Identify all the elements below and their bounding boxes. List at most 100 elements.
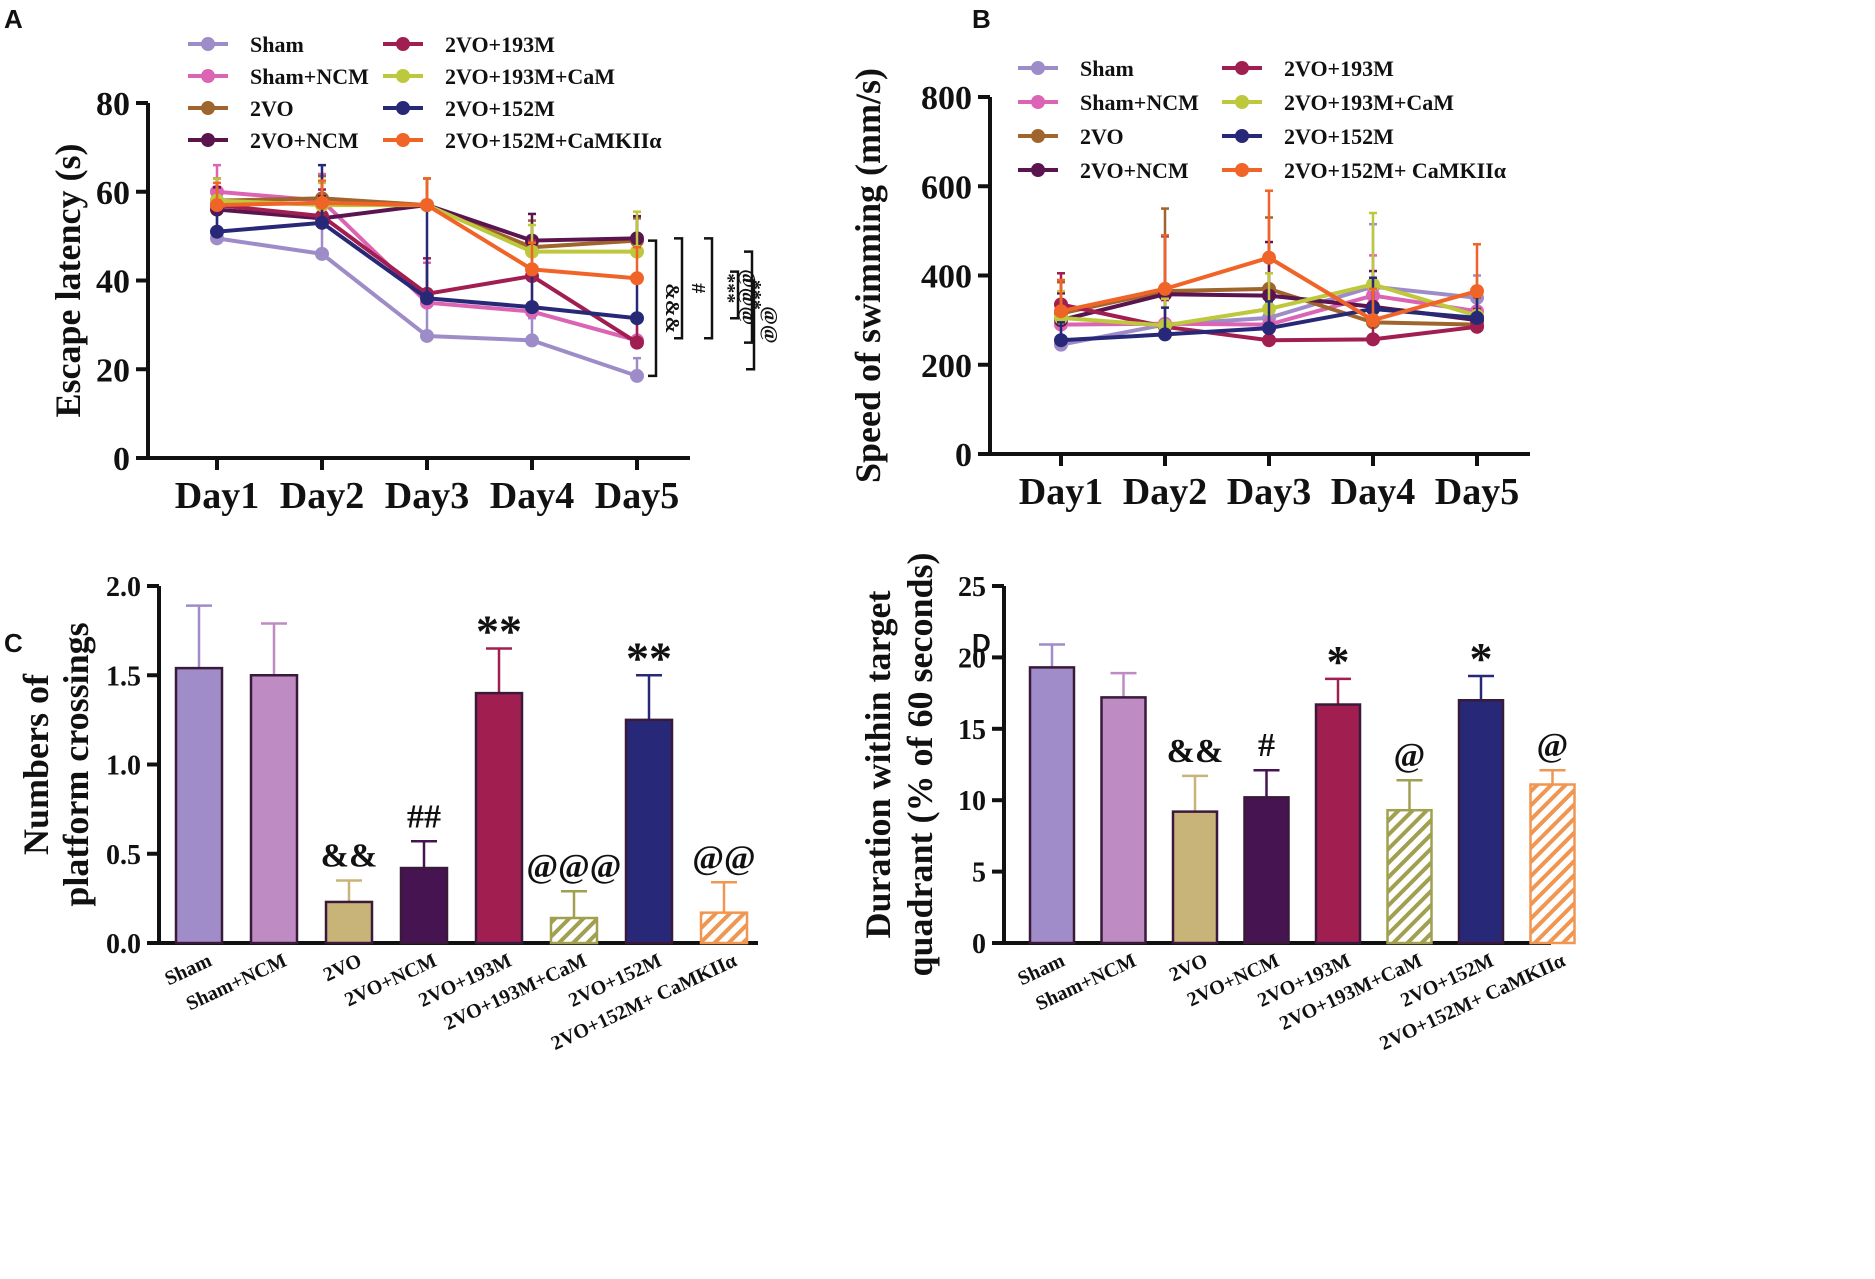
bar-group-0: Sham: [1014, 643, 1076, 990]
legend: Sham Sham+NCM 2VO 2VO+NCM 2VO+193M 2VO+193M+C…: [188, 32, 662, 153]
data-point: [630, 311, 644, 326]
y-tick-label: 25: [958, 572, 986, 603]
data-point: [210, 198, 224, 213]
y-tick-label: 10: [958, 786, 986, 817]
y-tick-label: 800: [921, 80, 972, 117]
significance-label: @@@: [737, 269, 759, 325]
significance-bracket: [730, 270, 740, 320]
legend-swatch-dot: [1235, 61, 1249, 75]
y-tick-label: 1.5: [106, 661, 141, 692]
bar-group-2: &&2VO: [1166, 733, 1223, 986]
y-axis-title-line1: Numbers of: [16, 673, 56, 855]
bar: [249, 674, 299, 945]
legend: Sham Sham+NCM 2VO 2VO+NCM 2VO+193M 2VO+193M+C…: [1018, 56, 1507, 183]
data-point: [420, 291, 434, 306]
data-point: [630, 368, 644, 383]
significance-label: &&: [1167, 733, 1224, 770]
y-tick-label: 2.0: [106, 572, 141, 603]
legend-label: Sham+NCM: [250, 64, 369, 89]
bar: [1529, 783, 1576, 945]
legend-swatch-dot: [1031, 95, 1045, 109]
legend-label: Sham: [1080, 56, 1134, 81]
x-tick-label: Day1: [175, 475, 259, 517]
legend-swatch-dot: [201, 37, 215, 51]
legend-label: 2VO+193M: [445, 32, 555, 57]
data-point: [1262, 333, 1276, 348]
bar: [399, 866, 449, 945]
data-point: [315, 195, 329, 210]
significance-label: @@@: [527, 848, 622, 885]
legend-label: 2VO: [1080, 124, 1124, 149]
legend-label: 2VO+152M: [1284, 124, 1394, 149]
data-point: [315, 215, 329, 230]
significance-label: ##: [407, 798, 441, 835]
bar: [174, 666, 224, 945]
y-tick-label: 0: [113, 441, 130, 478]
data-point: [1054, 304, 1068, 319]
panel-label-a: A: [4, 4, 23, 34]
bar-group-2: && 2VO: [320, 838, 377, 987]
significance-label: #: [687, 283, 709, 293]
y-tick-label: 80: [96, 86, 130, 123]
bar: [1243, 796, 1290, 945]
data-point: [1262, 321, 1276, 336]
panel-label-c: C: [4, 628, 23, 658]
significance-label: *: [1470, 633, 1493, 684]
x-tick-label: Day4: [490, 475, 574, 517]
x-tick-label: Day5: [595, 475, 679, 517]
significance-bracket: [674, 237, 684, 340]
data-point: [1470, 284, 1484, 299]
legend-swatch-dot: [201, 69, 215, 83]
bar: [1028, 666, 1076, 945]
y-tick-label: 200: [921, 348, 972, 385]
x-tick-label: Day4: [1331, 471, 1415, 513]
y-tick-label: 5: [972, 858, 986, 889]
panel-label-b: B: [972, 4, 991, 34]
data-point: [1262, 250, 1276, 265]
bar-group-0: Sham: [161, 604, 224, 990]
y-tick-label: 0.0: [106, 929, 141, 960]
legend-swatch-dot: [201, 133, 215, 147]
legend-label: 2VO+152M+ CaMKIIα: [1284, 158, 1507, 183]
bar: [1171, 810, 1219, 945]
legend-swatch-dot: [201, 101, 215, 115]
y-tick-label: 0: [955, 437, 972, 474]
data-point: [630, 335, 644, 350]
legend-swatch-dot: [1235, 95, 1249, 109]
data-point: [630, 271, 644, 286]
bar: [549, 916, 599, 945]
legend-label: Sham+NCM: [1080, 90, 1199, 115]
y-tick-label: 20: [96, 352, 130, 389]
x-tick-label: Day2: [1123, 471, 1207, 513]
legend-label: 2VO+NCM: [1080, 158, 1189, 183]
legend-label: 2VO+152M: [445, 96, 555, 121]
bar: [1100, 696, 1147, 945]
x-tick-label: 2VO: [320, 950, 365, 987]
legend-label: 2VO+152M+CaMKIIα: [445, 128, 662, 153]
series-7: [210, 177, 644, 286]
y-tick-label: 600: [921, 169, 972, 206]
legend-label: 2VO+193M: [1284, 56, 1394, 81]
significance-brackets: &&& # *** ***@@@ @@: [648, 237, 781, 378]
y-tick-label: 400: [921, 259, 972, 296]
data-point: [1158, 327, 1172, 342]
bar: [624, 718, 674, 945]
legend-label: 2VO+193M+CaM: [445, 64, 615, 89]
bar: [1386, 808, 1433, 945]
y-axis-title: Escape latency (s): [48, 144, 88, 418]
significance-bracket: [744, 250, 754, 344]
y-tick-label: 40: [96, 264, 130, 301]
significance-label: #: [1258, 727, 1275, 764]
legend-swatch-dot: [396, 37, 410, 51]
legend-label: Sham: [250, 32, 304, 57]
bar: [324, 900, 374, 945]
data-point: [420, 198, 434, 213]
legend-swatch-dot: [1031, 129, 1045, 143]
data-point: [1366, 332, 1380, 347]
data-point: [525, 262, 539, 277]
panel-c-bar-chart: 0.0 0.5 1.0 1.5 2.0 Numbers of platform crossi…: [16, 572, 758, 1055]
y-tick-label: 1.0: [106, 751, 141, 782]
significance-label: &&: [321, 838, 378, 875]
legend-label: 2VO+193M+CaM: [1284, 90, 1454, 115]
y-tick-label: 20: [958, 643, 986, 674]
